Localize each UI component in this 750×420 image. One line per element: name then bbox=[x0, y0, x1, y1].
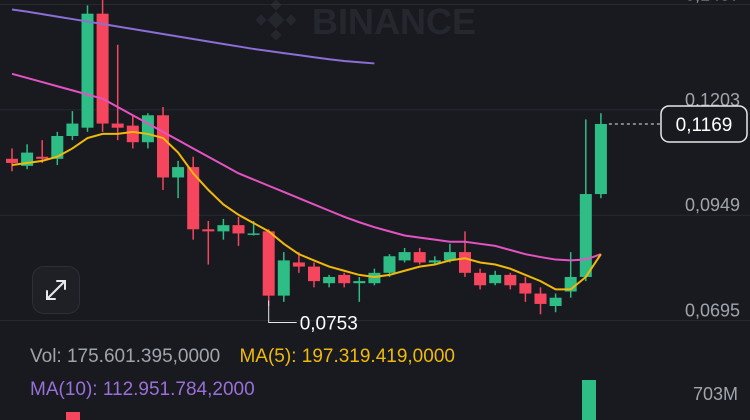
candle-up bbox=[383, 256, 396, 273]
candle-up bbox=[368, 272, 381, 284]
candle-up bbox=[277, 260, 290, 296]
volume-ma10-value: MA(10): 112.951.784,2000 bbox=[30, 379, 255, 400]
candle-up bbox=[323, 276, 336, 284]
watermark: BINANCE bbox=[255, 0, 476, 42]
candle-up bbox=[141, 115, 154, 143]
ma5-line bbox=[11, 130, 602, 291]
candle-down bbox=[292, 262, 305, 267]
candle-down bbox=[534, 293, 547, 304]
candle-down bbox=[6, 158, 18, 163]
volume-bar-green bbox=[582, 380, 596, 420]
ma-long-line bbox=[11, 8, 375, 65]
volume-axis-label: 703M bbox=[692, 384, 738, 404]
candle-down bbox=[96, 13, 109, 124]
candle-up bbox=[594, 123, 607, 195]
candle-up bbox=[66, 123, 79, 136]
candle-up bbox=[51, 136, 64, 159]
candle-up bbox=[247, 233, 260, 235]
candle-up bbox=[353, 281, 366, 284]
candle-down bbox=[308, 266, 320, 282]
candle-down bbox=[157, 115, 169, 178]
candle-down bbox=[36, 156, 49, 159]
ma10-line bbox=[11, 72, 602, 262]
candle-down bbox=[519, 283, 532, 294]
current-price-value: 0,1169 bbox=[676, 115, 733, 136]
candle-up bbox=[81, 13, 94, 128]
candle-down bbox=[126, 125, 139, 143]
candle-down bbox=[413, 252, 426, 263]
candle-up bbox=[172, 167, 185, 178]
volume-info-row: Vol: 175.601.395,0000 MA(5): 197.319.419… bbox=[30, 346, 455, 368]
current-price-tag bbox=[660, 105, 748, 143]
low-marker-line bbox=[268, 300, 297, 323]
svg-text:BINANCE: BINANCE bbox=[312, 1, 476, 42]
low-price-label: 0,0753 bbox=[300, 313, 358, 334]
volume-ma10-row: MA(10): 112.951.784,2000 bbox=[30, 379, 255, 401]
candle-down bbox=[232, 225, 245, 234]
y-axis-tick-label: 0,1203 bbox=[685, 90, 740, 110]
volume-ma5-value: MA(5): 197.319.419,0000 bbox=[239, 346, 455, 367]
candle-up bbox=[217, 225, 230, 232]
y-axis-tick-label: 0,0949 bbox=[685, 195, 740, 215]
volume-value: Vol: 175.601.395,0000 bbox=[30, 346, 221, 367]
volume-bar-red bbox=[66, 412, 80, 420]
candle-up bbox=[489, 274, 502, 284]
candle-up bbox=[428, 260, 441, 263]
y-axis-tick-label: 0,0695 bbox=[685, 301, 740, 321]
expand-chart-button[interactable] bbox=[32, 266, 80, 314]
candle-down bbox=[338, 274, 351, 284]
candle-down bbox=[202, 229, 215, 232]
expand-arrows-icon bbox=[46, 280, 66, 300]
candle-down bbox=[459, 252, 471, 273]
candle-up bbox=[21, 152, 34, 166]
candle-up bbox=[549, 297, 562, 306]
candle-up bbox=[579, 194, 592, 277]
candle-up bbox=[398, 252, 411, 261]
candle-down bbox=[474, 272, 487, 286]
candle-up bbox=[443, 252, 456, 261]
y-axis-tick-label: 0,1457 bbox=[685, 0, 740, 5]
candle-down bbox=[504, 274, 517, 286]
candle-down bbox=[187, 167, 200, 230]
candle-down bbox=[111, 123, 124, 128]
candle-down bbox=[262, 231, 275, 296]
